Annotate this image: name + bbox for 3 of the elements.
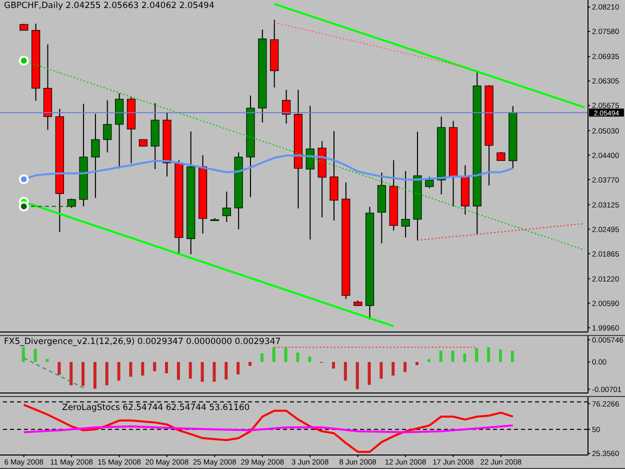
text: ZeroLagStocs 62.54744 62.54744 53.61160 <box>62 403 250 413</box>
chart-title: GBPCHF,Daily 2.04255 2.05663 2.04062 2.05494 <box>4 1 214 11</box>
chart-title: FX5_Divergence_v2.1(12,26,9) 0.0029347 0.0000000 0.0029347 <box>4 337 281 347</box>
